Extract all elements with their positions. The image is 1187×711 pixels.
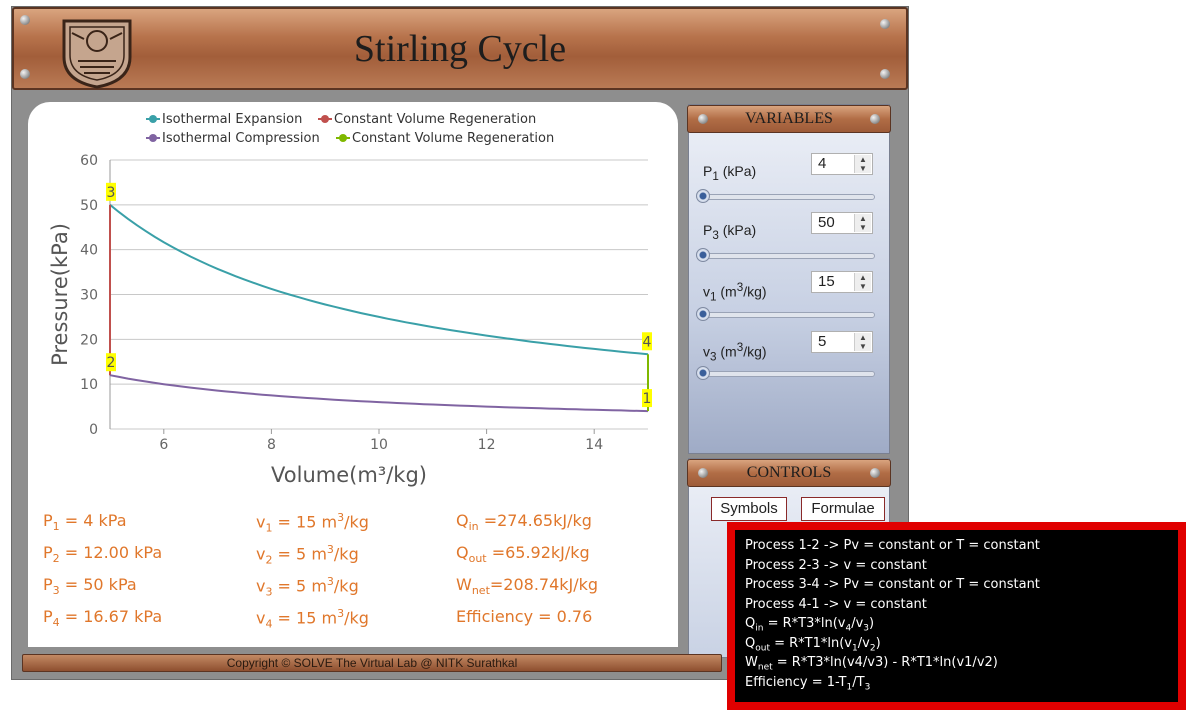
formula-line: Qout = R*T1*ln(v1/v2)	[745, 635, 881, 654]
state-point-label: 2	[107, 355, 116, 371]
result-p2: P2 = 12.00 kPa	[43, 543, 163, 566]
var-label-v1: v1 (m3/kg)	[703, 281, 767, 304]
variables-title: VARIABLES	[745, 110, 833, 127]
slider-handle[interactable]	[696, 189, 710, 203]
var-label-v3: v3 (m3/kg)	[703, 341, 767, 364]
result-qin: Qin =274.65kJ/kg	[456, 511, 592, 534]
result-qout: Qout =65.92kJ/kg	[456, 543, 590, 566]
legend-item: Constant Volume Regeneration	[318, 112, 536, 127]
rivet-icon	[870, 468, 880, 478]
controls-header: CONTROLS	[687, 459, 891, 487]
rivet-icon	[20, 69, 30, 79]
formula-line: Process 3-4 -> Pv = constant or T = cons…	[745, 577, 1040, 592]
p3-slider[interactable]	[696, 248, 875, 262]
legend-label: Constant Volume Regeneration	[352, 131, 555, 146]
title-banner: Stirling Cycle	[12, 7, 908, 90]
spinner-arrows-icon[interactable]: ▲ ▼	[854, 214, 871, 232]
y-tick-label: 50	[80, 198, 98, 214]
state-point-marker	[106, 182, 116, 201]
spinner-arrows-icon[interactable]: ▲ ▼	[854, 273, 871, 291]
controls-title: CONTROLS	[746, 464, 832, 481]
v1-slider[interactable]	[696, 307, 875, 321]
plot-panel	[28, 102, 678, 647]
y-tick-label: 10	[80, 377, 98, 393]
formula-line: Efficiency = 1-T1/T3	[745, 674, 871, 693]
rivet-icon	[880, 19, 890, 29]
v1-input[interactable]: 15 ▲ ▼	[811, 271, 873, 293]
p1-input[interactable]: 4 ▲ ▼	[811, 153, 873, 175]
rivet-icon	[698, 468, 708, 478]
y-axis-label: Pressure(kPa)	[48, 223, 72, 366]
legend-item: Constant Volume Regeneration	[336, 131, 554, 146]
formula-line: Process 4-1 -> v = constant	[745, 596, 927, 612]
state-point-label: 4	[643, 334, 652, 350]
y-tick-label: 60	[80, 153, 98, 169]
legend-label: Isothermal Expansion	[162, 112, 303, 127]
state-point-marker	[106, 353, 116, 372]
variables-panel: VARIABLES P1 (kPa) 4 ▲ ▼ P3 (kPa) 50 ▲ ▼ v1 …	[687, 104, 891, 454]
formulae-popup: Process 1-2 -> Pv = constant or T = cons…	[727, 522, 1186, 710]
state-point-marker	[642, 389, 652, 408]
p1-slider[interactable]	[696, 189, 875, 203]
x-tick-label: 12	[478, 437, 496, 453]
variables-header: VARIABLES	[687, 105, 891, 133]
legend-marker-icon	[146, 134, 160, 142]
y-tick-label: 40	[80, 243, 98, 259]
legend-label: Constant Volume Regeneration	[334, 112, 537, 127]
result-v1: v1 = 15 m3/kg	[256, 511, 369, 535]
var-label-p3: P3 (kPa)	[703, 222, 757, 242]
y-tick-label: 0	[89, 422, 98, 438]
x-tick-label: 8	[267, 437, 276, 453]
copyright-text: Copyright © SOLVE The Virtual Lab @ NITK…	[226, 656, 518, 670]
x-axis-label: Volume(m³/kg)	[271, 463, 427, 487]
formula-line: Wnet = R*T3*ln(v4/v3) - R*T1*ln(v1/v2)	[745, 655, 998, 673]
y-tick-label: 30	[80, 288, 98, 304]
result-v4: v4 = 15 m3/kg	[256, 607, 369, 631]
legend-item: Isothermal Compression	[146, 131, 320, 146]
v3-input[interactable]: 5 ▲ ▼	[811, 331, 873, 353]
x-tick-label: 10	[370, 437, 388, 453]
formula-line: Qin = R*T3*ln(v4/v3)	[745, 616, 875, 634]
institute-logo-icon	[62, 19, 132, 89]
legend-item: Isothermal Expansion	[146, 112, 302, 127]
result-v2: v2 = 5 m3/kg	[256, 543, 359, 567]
symbols-button[interactable]: Symbols	[711, 497, 787, 521]
series-line	[109, 374, 649, 413]
result-p1: P1 = 4 kPa	[43, 511, 127, 534]
spinner-arrows-icon[interactable]: ▲ ▼	[854, 155, 871, 173]
state-point-marker	[642, 332, 652, 351]
series-line	[109, 204, 649, 356]
legend-marker-icon	[318, 115, 332, 123]
legend-marker-icon	[146, 115, 160, 123]
var-label-p1: P1 (kPa)	[703, 163, 757, 183]
state-point-label: 1	[643, 391, 652, 407]
formula-line: Process 2-3 -> v = constant	[745, 557, 927, 573]
state-point-label: 3	[107, 185, 116, 201]
slider-handle[interactable]	[696, 248, 710, 262]
rivet-icon	[20, 15, 30, 25]
result-v3: v3 = 5 m3/kg	[256, 575, 359, 599]
spinner-arrows-icon[interactable]: ▲ ▼	[854, 333, 871, 351]
result-efficiency: Efficiency = 0.76	[456, 607, 593, 626]
rivet-icon	[698, 114, 708, 124]
x-tick-label: 14	[585, 437, 603, 453]
formulae-button[interactable]: Formulae	[801, 497, 885, 521]
formula-line: Process 1-2 -> Pv = constant or T = cons…	[745, 538, 1040, 553]
legend-marker-icon	[336, 134, 350, 142]
slider-handle[interactable]	[696, 366, 710, 380]
p3-input[interactable]: 50 ▲ ▼	[811, 212, 873, 234]
footer-bar: Copyright © SOLVE The Virtual Lab @ NITK…	[22, 654, 722, 672]
page-title: Stirling Cycle	[353, 28, 567, 70]
v3-slider[interactable]	[696, 366, 875, 380]
rivet-icon	[870, 114, 880, 124]
x-tick-label: 6	[159, 437, 168, 453]
y-tick-label: 20	[80, 332, 98, 348]
result-p3: P3 = 50 kPa	[43, 575, 137, 598]
result-wnet: Wnet=208.74kJ/kg	[456, 575, 599, 598]
rivet-icon	[880, 69, 890, 79]
slider-handle[interactable]	[696, 307, 710, 321]
legend-label: Isothermal Compression	[162, 131, 320, 146]
result-p4: P4 = 16.67 kPa	[43, 607, 163, 630]
